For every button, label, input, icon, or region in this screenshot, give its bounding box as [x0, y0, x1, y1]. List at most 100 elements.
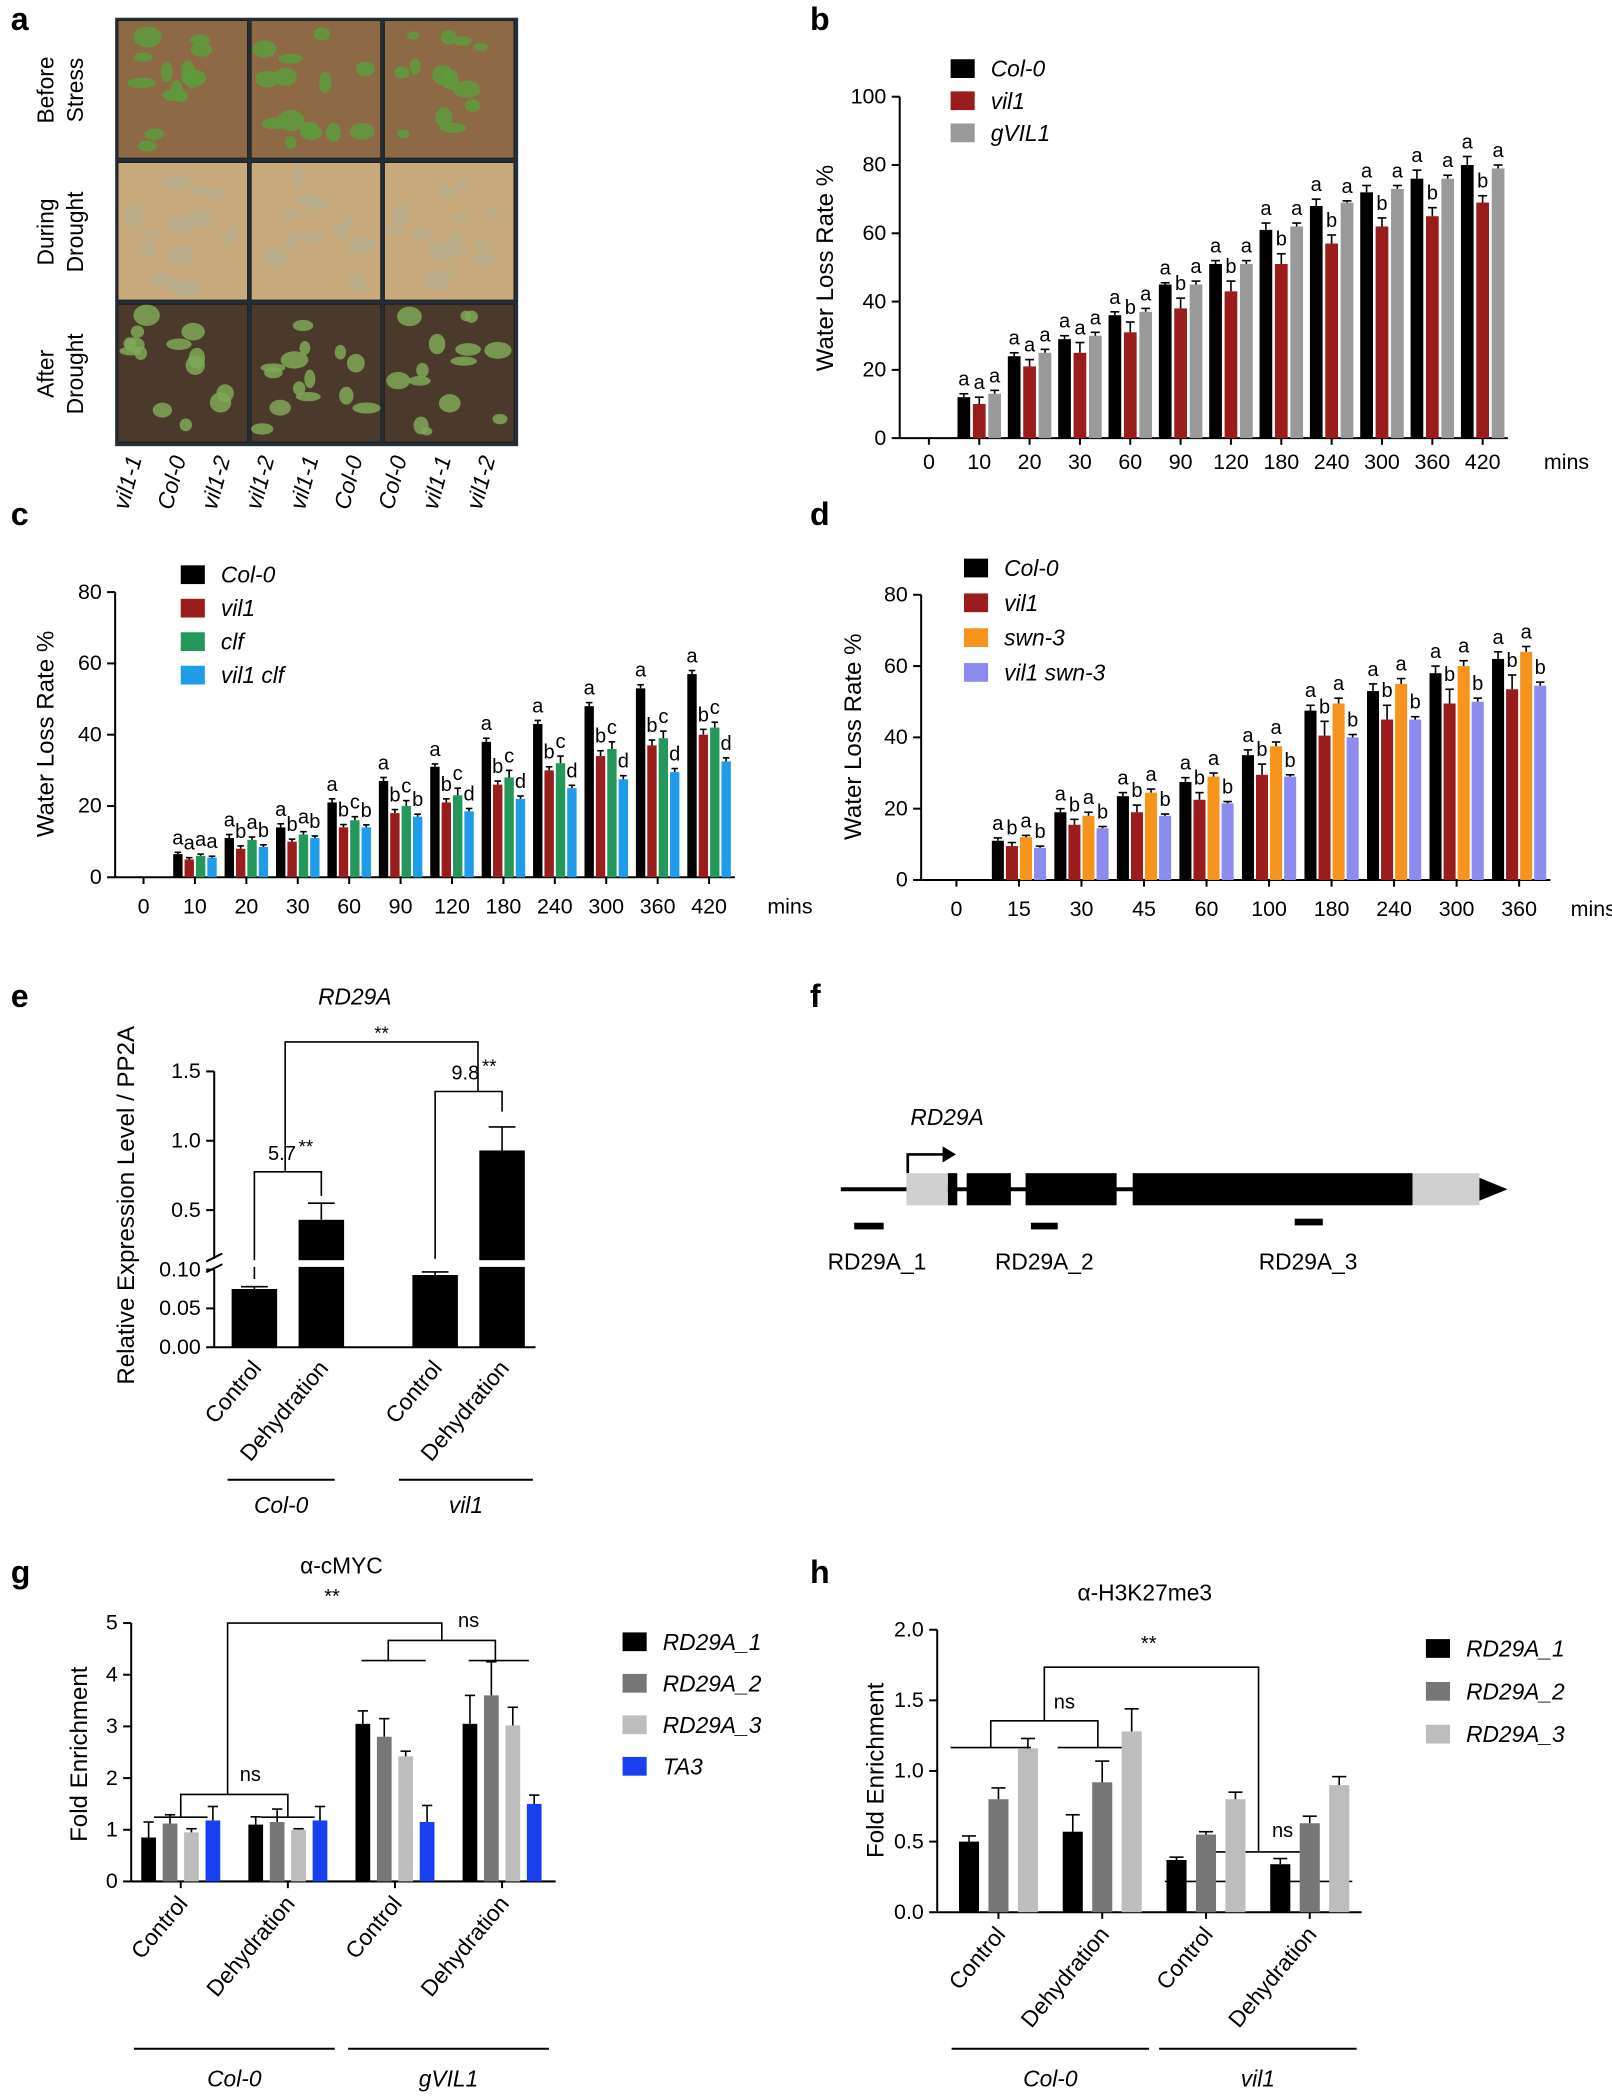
bar	[355, 1723, 371, 1882]
plant	[434, 269, 454, 279]
bar	[1068, 824, 1081, 880]
plant	[292, 381, 306, 396]
bar	[338, 827, 349, 878]
y-axis-label: Water Loss Rate %	[840, 633, 867, 840]
sig-letter: a	[1210, 236, 1222, 258]
bar	[248, 1824, 264, 1882]
x-tick-label: 180	[1263, 450, 1299, 474]
plant	[179, 418, 192, 432]
x-tick-label: 15	[1007, 897, 1031, 921]
legend-swatch	[963, 628, 989, 647]
sig-letter: b	[544, 742, 555, 764]
bar	[1471, 701, 1484, 880]
bar	[231, 1288, 278, 1348]
bar	[1082, 815, 1095, 880]
sig-letter: c	[710, 697, 720, 719]
y-tick-label: 20	[78, 794, 102, 818]
gene-label: RD29A	[910, 1104, 983, 1130]
legend-swatch	[180, 665, 205, 685]
sig-letter: a	[1367, 659, 1379, 681]
bar	[1329, 1785, 1350, 1913]
significance: **	[324, 1586, 340, 1608]
group-label: Col-0	[254, 1492, 309, 1518]
sig-letter: b	[1097, 801, 1108, 823]
bar	[1443, 703, 1456, 880]
sig-letter: b	[1427, 183, 1438, 205]
y-tick-label: 20	[884, 796, 908, 820]
plant	[133, 304, 160, 326]
plant	[342, 215, 355, 227]
sig-letter: a	[275, 799, 287, 821]
sig-letter: a	[635, 660, 647, 682]
plant	[348, 273, 367, 294]
bar	[1409, 719, 1422, 880]
plant	[455, 178, 469, 191]
y-tick-label: 40	[884, 725, 908, 749]
plant	[385, 225, 405, 234]
plant	[357, 237, 375, 251]
plant	[133, 26, 162, 48]
sig-letter: b	[1326, 210, 1337, 232]
plant	[296, 194, 315, 204]
y-tick-label: 1.5	[894, 1688, 924, 1712]
bar	[1195, 1834, 1217, 1913]
panel-letter: e	[11, 978, 29, 1014]
sig-letter: a	[1492, 140, 1504, 162]
bar	[453, 795, 463, 878]
probe-label: RD29A_3	[1259, 1249, 1358, 1275]
plant	[464, 310, 478, 323]
y-axis-label: Relative Expression Level / PP2A	[113, 1025, 140, 1385]
significance: ns	[240, 1764, 261, 1786]
x-tick-label: 10	[967, 450, 991, 474]
sig-letter: a	[224, 809, 236, 831]
sig-letter: b	[1472, 673, 1483, 695]
plant	[292, 319, 314, 332]
sig-letter: a	[429, 739, 441, 761]
panel-letter: a	[11, 1, 30, 37]
sig-letter: a	[1492, 627, 1504, 649]
bar	[1130, 812, 1143, 880]
sig-letter: c	[555, 731, 565, 753]
plant	[440, 29, 457, 45]
plant	[141, 230, 159, 239]
bar	[957, 397, 971, 439]
plant	[278, 53, 303, 64]
y-tick-label: 3	[106, 1714, 118, 1738]
plant	[285, 136, 297, 149]
sig-letter: b	[309, 811, 320, 833]
plant	[144, 128, 165, 140]
bar	[988, 393, 1002, 439]
sig-letter: b	[1285, 750, 1296, 772]
sig-letter: a	[1024, 335, 1036, 357]
probe-label: RD29A_1	[828, 1249, 927, 1275]
sig-letter: b	[1535, 657, 1546, 679]
bar	[481, 741, 492, 878]
bar	[1270, 746, 1283, 880]
x-tick-label: 60	[1118, 450, 1142, 474]
bar	[173, 854, 183, 878]
bar	[141, 1837, 156, 1882]
bar	[1189, 284, 1203, 439]
plant	[464, 99, 481, 112]
plant	[450, 356, 477, 366]
significance: **	[482, 1056, 497, 1077]
bar	[555, 763, 566, 878]
y-tick-label: 0.05	[159, 1296, 201, 1320]
x-tick-label: 60	[337, 894, 361, 918]
bar	[291, 1829, 306, 1882]
utr	[906, 1173, 948, 1206]
legend-label: RD29A_2	[1466, 1678, 1565, 1704]
x-tick-label: Dehydration	[415, 1891, 514, 2002]
bar	[1395, 683, 1408, 880]
plant	[474, 252, 495, 268]
bar	[430, 766, 440, 878]
bar	[526, 1803, 542, 1882]
y-tick-label: 2	[106, 1766, 118, 1790]
row-label: During	[33, 198, 59, 265]
x-tick-label: 300	[1364, 450, 1400, 474]
significance: **	[299, 1136, 314, 1157]
x-tick-label: 60	[1195, 897, 1219, 921]
bar	[1259, 229, 1273, 439]
plant	[349, 123, 375, 140]
y-tick-label: 0	[106, 1869, 118, 1893]
